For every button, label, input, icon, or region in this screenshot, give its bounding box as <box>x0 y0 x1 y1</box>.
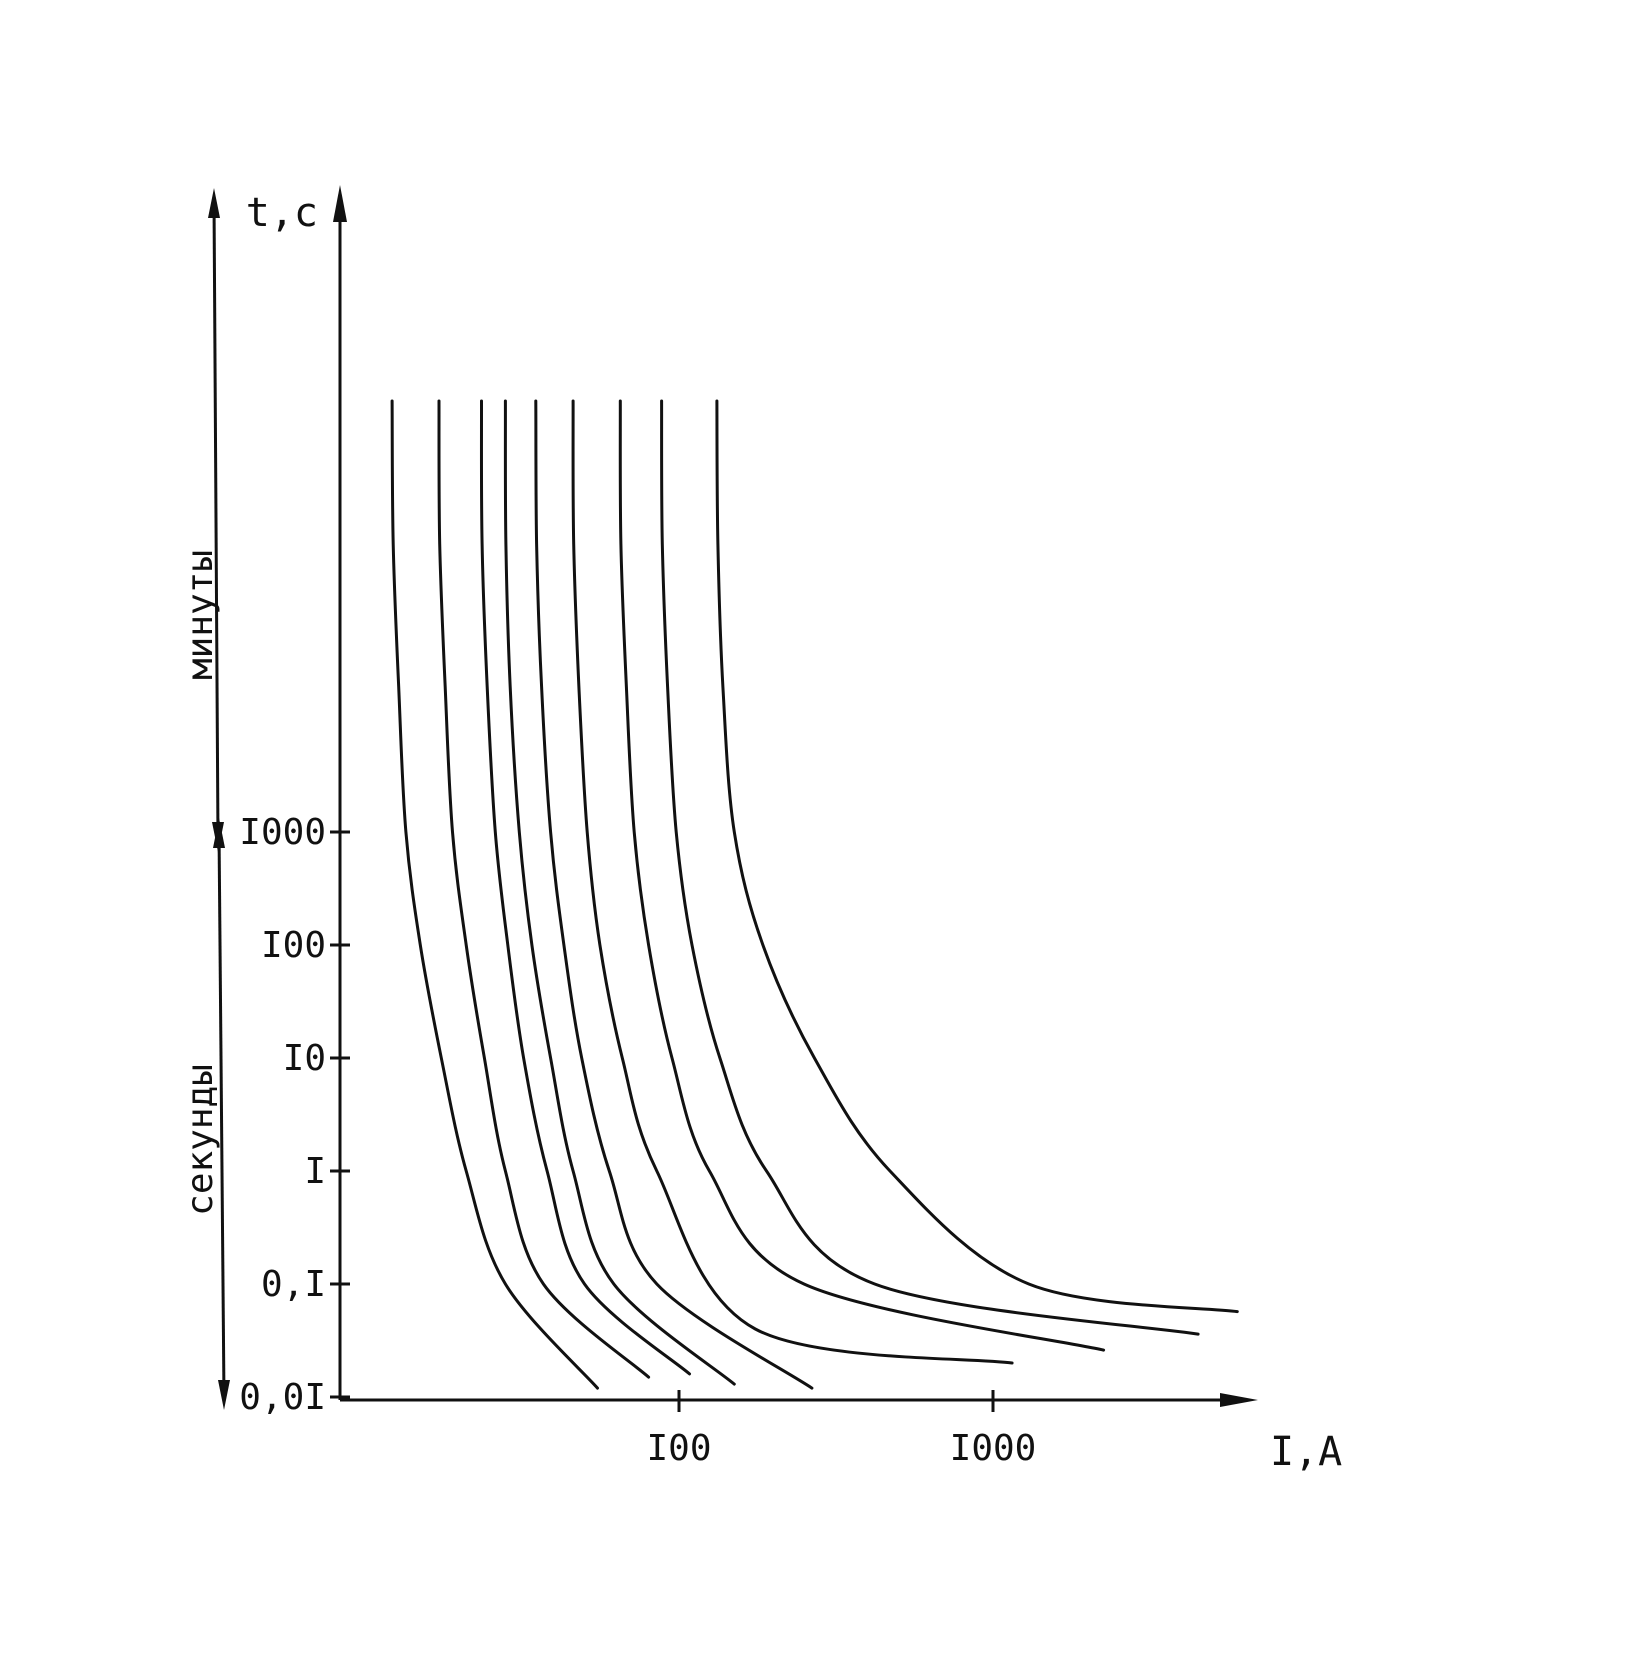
seconds-range-arrow-up <box>213 818 225 848</box>
seconds-range-line <box>217 829 226 1399</box>
seconds-range: секунды <box>180 818 230 1410</box>
curve-8 <box>660 399 1200 1336</box>
y-tick-label: I0 <box>283 1038 326 1079</box>
y-tick-label: I000 <box>239 812 326 853</box>
curve-2 <box>437 399 651 1379</box>
minutes-range-line <box>212 199 220 841</box>
y-axis-arrow <box>333 185 347 222</box>
curve-group <box>390 399 1239 1390</box>
y-tick-label: I <box>304 1151 326 1192</box>
curve-1 <box>390 399 599 1390</box>
curve-9 <box>715 399 1239 1314</box>
x-axis-arrow <box>1220 1393 1258 1407</box>
curve-7 <box>618 399 1106 1352</box>
seconds-range-arrow-down <box>218 1380 230 1410</box>
curve-4 <box>503 399 736 1386</box>
y-tick-label: I00 <box>261 925 326 966</box>
y-axis-title: t,c <box>246 190 318 236</box>
y-tick-label: 0,0I <box>239 1377 326 1418</box>
x-axis-title: I,A <box>1270 1429 1342 1475</box>
x-tick-label: I000 <box>950 1428 1037 1469</box>
axis-ticks: 0,0I 0,I I I0 I00 I000 I00 I000 <box>239 812 1036 1469</box>
curve-6 <box>571 399 1014 1365</box>
curve-3 <box>479 399 691 1376</box>
minutes-range-arrow-up <box>208 188 220 218</box>
curve-5 <box>534 399 814 1390</box>
seconds-range-label: секунды <box>180 1064 221 1216</box>
y-tick-label: 0,I <box>261 1264 326 1305</box>
x-tick-label: I00 <box>646 1428 711 1469</box>
minutes-range-label: минуты <box>180 550 221 680</box>
minutes-range: минуты <box>180 188 224 852</box>
